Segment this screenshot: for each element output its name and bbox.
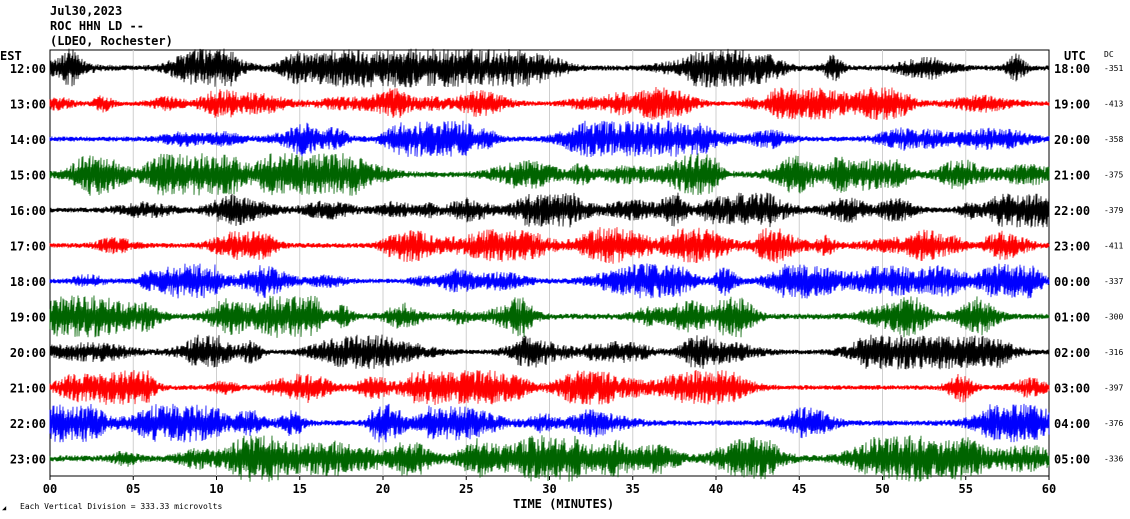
dc-offset-label: -379 — [1104, 206, 1123, 215]
utc-hour-label: 02:00 — [1054, 346, 1090, 360]
utc-label: UTC — [1064, 49, 1086, 63]
seismic-trace — [49, 192, 1050, 228]
dc-offset-label: -397 — [1104, 384, 1123, 393]
dc-offset-label: -376 — [1104, 419, 1123, 428]
est-hour-label: 13:00 — [10, 98, 46, 112]
est-hour-label: 14:00 — [10, 133, 46, 147]
x-tick-label: 35 — [626, 482, 640, 496]
dc-offset-label: -300 — [1104, 313, 1123, 322]
x-tick-label: 05 — [126, 482, 140, 496]
x-tick-label: 50 — [875, 482, 889, 496]
utc-hour-label: 23:00 — [1054, 240, 1090, 254]
seismic-trace — [49, 334, 1050, 370]
x-tick-label: 30 — [542, 482, 556, 496]
utc-hour-label: 19:00 — [1054, 98, 1090, 112]
utc-hour-label: 05:00 — [1054, 453, 1090, 467]
dc-label: DC — [1104, 50, 1114, 59]
est-hour-label: 18:00 — [10, 275, 46, 289]
seismic-trace — [49, 263, 1050, 299]
traces — [49, 48, 1050, 482]
grid — [49, 49, 1050, 480]
x-tick-label: 20 — [376, 482, 390, 496]
utc-hour-label: 18:00 — [1054, 62, 1090, 76]
dc-offset-label: -375 — [1104, 171, 1123, 180]
seismic-trace — [49, 435, 1050, 482]
utc-hour-label: 00:00 — [1054, 275, 1090, 289]
seismic-trace — [49, 48, 1050, 88]
seismic-trace — [49, 403, 1050, 443]
utc-hour-label: 01:00 — [1054, 311, 1090, 325]
seismic-trace — [49, 227, 1050, 264]
dc-offset-label: -351 — [1104, 64, 1123, 73]
dc-offset-label: -413 — [1104, 100, 1123, 109]
dc-offset-label: -337 — [1104, 277, 1123, 286]
x-tick-label: 40 — [709, 482, 723, 496]
x-tick-label: 00 — [43, 482, 57, 496]
est-hour-label: 22:00 — [10, 417, 46, 431]
dc-offset-label: -316 — [1104, 348, 1123, 357]
x-tick-label: 45 — [792, 482, 806, 496]
scale-note: Each Vertical Division = 333.33 microvol… — [20, 502, 222, 511]
seismic-trace — [49, 295, 1050, 338]
header-date: Jul30,2023 — [50, 4, 123, 18]
est-label: EST — [0, 49, 22, 63]
x-axis-title: TIME (MINUTES) — [513, 497, 614, 511]
seismic-trace — [49, 120, 1050, 158]
utc-hour-label: 21:00 — [1054, 169, 1090, 183]
dc-offset-label: -336 — [1104, 455, 1123, 464]
seismic-trace — [49, 153, 1050, 196]
corner-mark: ◢ — [2, 504, 7, 512]
x-tick-label: 10 — [209, 482, 223, 496]
seismic-trace — [49, 86, 1050, 120]
utc-hour-label: 03:00 — [1054, 382, 1090, 396]
dc-offset-label: -411 — [1104, 242, 1123, 251]
est-hour-label: 23:00 — [10, 453, 46, 467]
header-network: (LDEO, Rochester) — [50, 34, 173, 48]
est-hour-label: 19:00 — [10, 311, 46, 325]
est-hour-label: 20:00 — [10, 346, 46, 360]
est-hour-label: 21:00 — [10, 382, 46, 396]
x-tick-label: 55 — [959, 482, 973, 496]
header-station: ROC HHN LD -- — [50, 19, 144, 33]
utc-hour-label: 20:00 — [1054, 133, 1090, 147]
utc-hour-label: 22:00 — [1054, 204, 1090, 218]
labels: 00 05 10 15 20 25 30 35 40 45 50 55 60 12:00 18:00 -351… — [10, 62, 1124, 496]
utc-hour-label: 04:00 — [1054, 417, 1090, 431]
x-tick-label: 15 — [293, 482, 307, 496]
est-hour-label: 12:00 — [10, 62, 46, 76]
est-hour-label: 16:00 — [10, 204, 46, 218]
seismic-trace — [49, 369, 1050, 406]
x-tick-label: 60 — [1042, 482, 1056, 496]
est-hour-label: 15:00 — [10, 169, 46, 183]
dc-offset-label: -358 — [1104, 135, 1123, 144]
x-tick-label: 25 — [459, 482, 473, 496]
est-hour-label: 17:00 — [10, 240, 46, 254]
